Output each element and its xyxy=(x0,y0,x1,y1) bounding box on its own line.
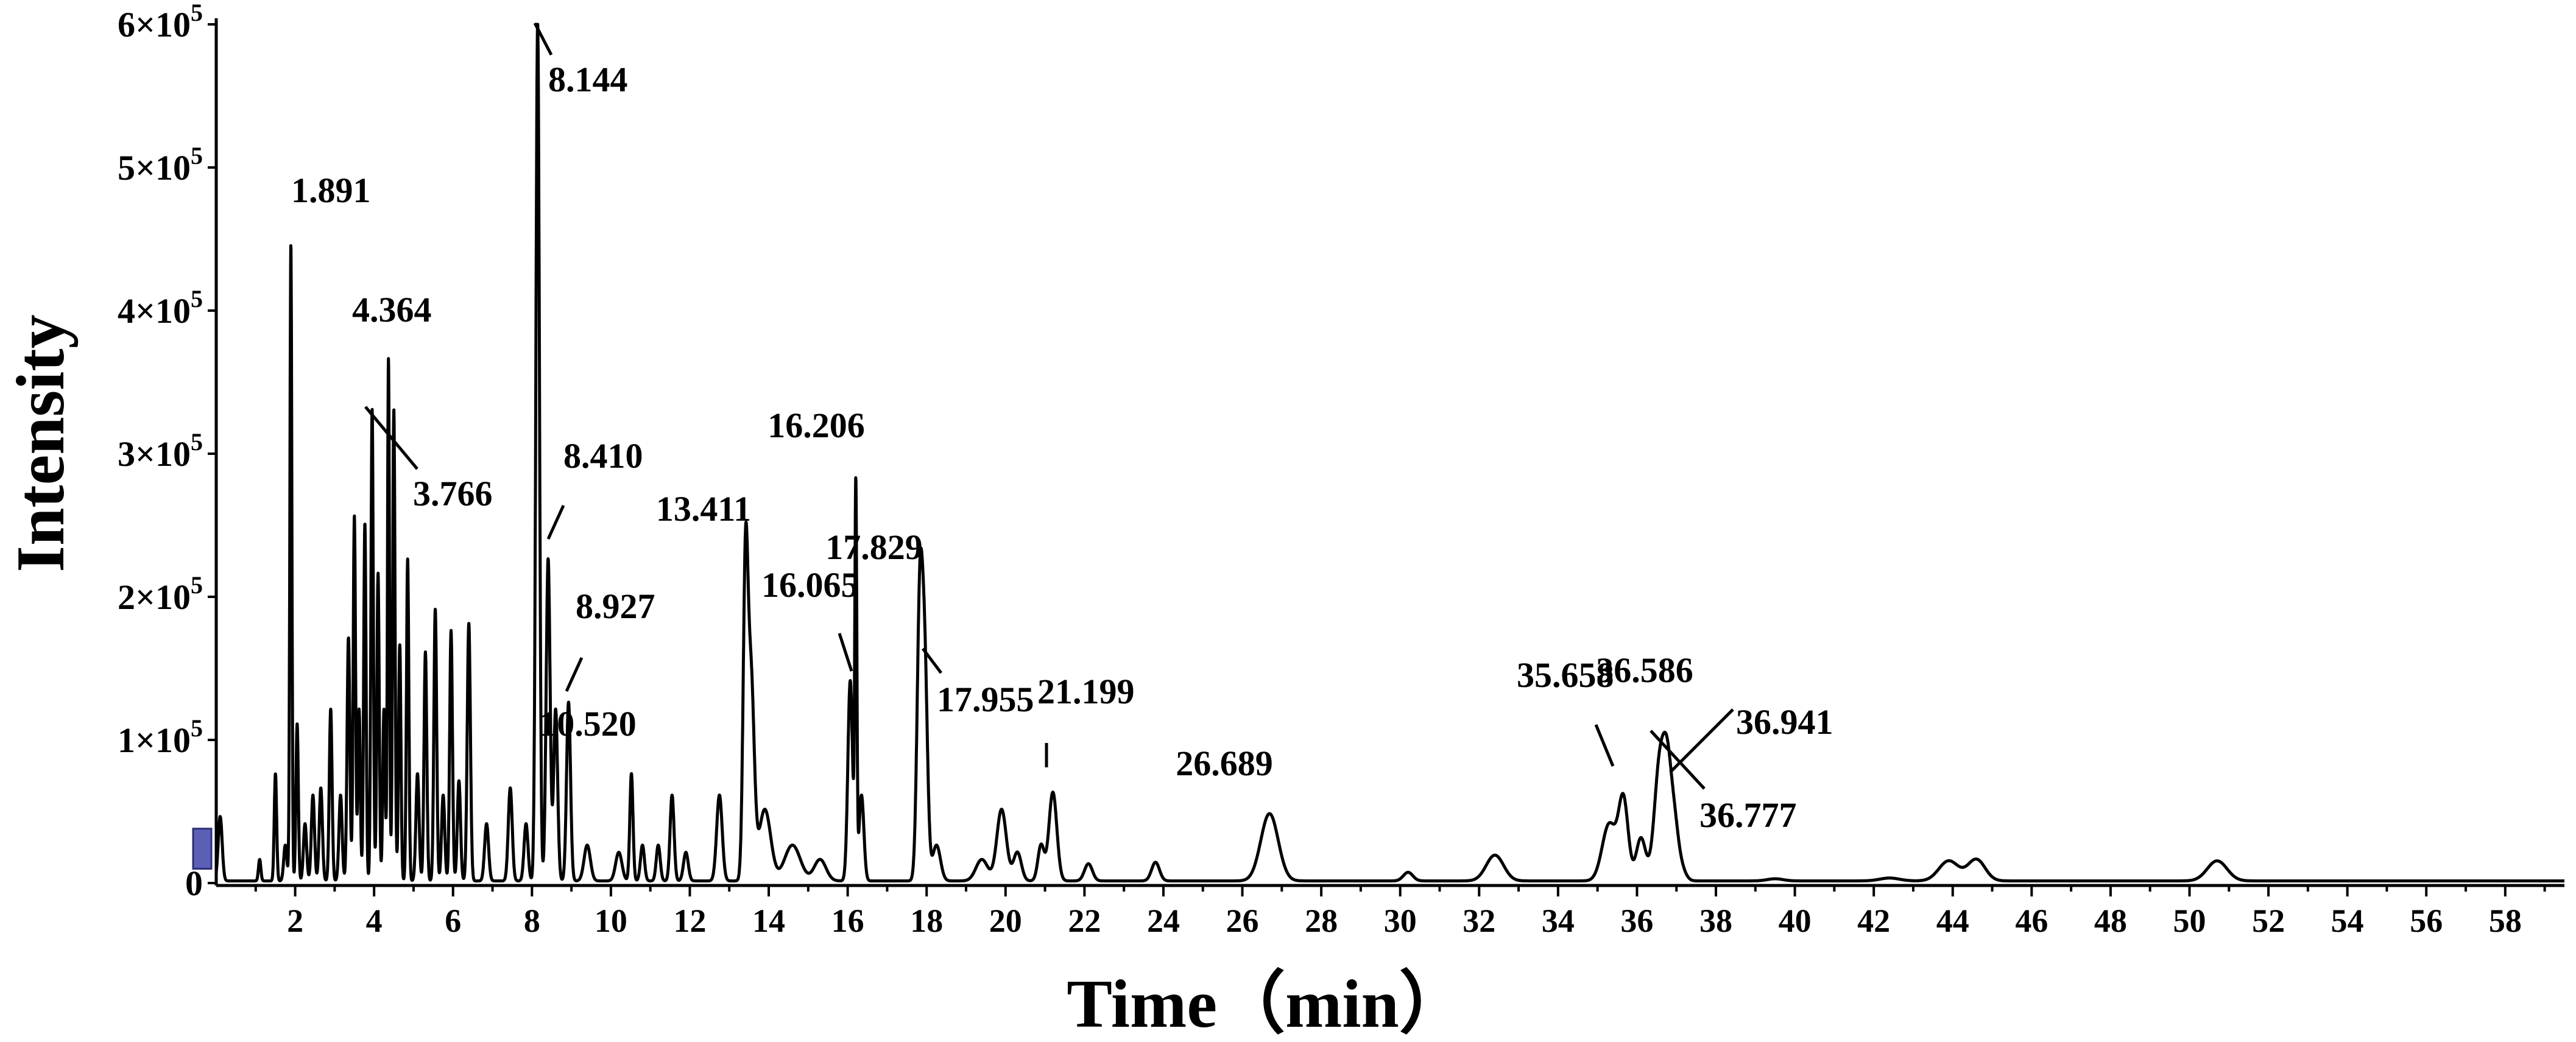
peak-label: 8.927 xyxy=(576,586,655,626)
peak-label: 1.891 xyxy=(291,171,371,210)
x-tick-label: 50 xyxy=(2173,903,2206,939)
x-tick-label: 42 xyxy=(1857,903,1890,939)
x-tick-label: 38 xyxy=(1699,903,1732,939)
chromatogram-trace xyxy=(214,23,2566,882)
x-tick-label: 56 xyxy=(2410,903,2443,939)
peak-label: 26.689 xyxy=(1176,744,1273,783)
peak-label: 8.410 xyxy=(563,436,643,476)
peak-leader-line xyxy=(838,633,853,672)
x-tick-label: 54 xyxy=(2331,903,2364,939)
x-tick-label: 22 xyxy=(1068,903,1101,939)
y-ticks-group: 0 1×105 2×105 3×105 4×105 5×105 6×105 xyxy=(118,0,216,903)
y-tick-label: 0 xyxy=(185,864,203,903)
chromatogram-trace-group xyxy=(192,23,2566,882)
peak-label: 36.586 xyxy=(1596,650,1693,690)
peak-label: 10.520 xyxy=(539,704,637,744)
x-tick-label: 2 xyxy=(287,903,303,939)
peak-label: 17.955 xyxy=(937,680,1034,719)
x-tick-label: 40 xyxy=(1779,903,1812,939)
x-tick-label: 52 xyxy=(2252,903,2285,939)
y-tick-label: 3×105 xyxy=(118,428,203,474)
peak-leader-line xyxy=(1669,708,1734,773)
x-tick-label: 4 xyxy=(366,903,383,939)
x-tick-label: 12 xyxy=(673,903,706,939)
peak-label: 36.941 xyxy=(1736,702,1833,742)
peak-leader-line xyxy=(546,504,565,540)
peak-label: 17.829 xyxy=(825,527,923,567)
peak-label: 13.411 xyxy=(656,489,751,529)
x-axis-label: Time（min） xyxy=(1067,966,1467,1042)
x-tick-label: 24 xyxy=(1147,903,1180,939)
peak-label: 35.658 xyxy=(1517,655,1614,695)
y-axis-label: Intensity xyxy=(3,314,79,572)
peak-label: 36.777 xyxy=(1699,795,1797,835)
peak-leader-line xyxy=(922,647,942,674)
peak-label: 21.199 xyxy=(1037,672,1135,711)
peak-leader-line xyxy=(364,406,418,470)
peak-leader-line xyxy=(565,657,584,692)
peak-label: 16.206 xyxy=(768,406,865,445)
x-tick-label: 36 xyxy=(1620,903,1653,939)
x-tick-label: 8 xyxy=(524,903,540,939)
peak-label: 3.766 xyxy=(413,474,493,513)
x-tick-label: 16 xyxy=(831,903,864,939)
x-ticks-group: 2 4 6 8 10 12 14 16 18 20 22 24 26 28 30 32 34 36 38 40 42 44… xyxy=(254,885,2546,939)
peak-label: 8.144 xyxy=(548,60,628,99)
x-tick-label: 10 xyxy=(595,903,627,939)
x-tick-label: 46 xyxy=(2015,903,2048,939)
y-tick-label: 2×105 xyxy=(118,571,203,617)
peak-leader-line xyxy=(1594,724,1615,767)
y-tick-label: 1×105 xyxy=(118,714,203,760)
x-tick-label: 30 xyxy=(1384,903,1417,939)
x-tick-label: 6 xyxy=(445,903,461,939)
x-tick-label: 20 xyxy=(989,903,1022,939)
peak-leader-line xyxy=(533,22,553,56)
x-tick-label: 26 xyxy=(1226,903,1259,939)
x-tick-label: 58 xyxy=(2489,903,2522,939)
peak-labels-group: 1.891 3.766 4.364 8.144 8.410 8.927 10.520 13.4… xyxy=(291,22,1833,835)
peak-label: 4.364 xyxy=(352,290,432,329)
y-tick-label: 4×105 xyxy=(118,285,203,331)
x-tick-label: 28 xyxy=(1305,903,1338,939)
y-tick-label: 6×105 xyxy=(118,0,203,44)
x-tick-label: 18 xyxy=(910,903,943,939)
solvent-front-marker xyxy=(192,828,213,870)
x-tick-label: 48 xyxy=(2094,903,2127,939)
x-tick-label: 34 xyxy=(1542,903,1575,939)
x-tick-label: 44 xyxy=(1936,903,1969,939)
x-tick-label: 14 xyxy=(752,903,785,939)
peak-leader-line xyxy=(1650,730,1706,790)
y-tick-label: 5×105 xyxy=(118,142,203,188)
peak-label: 16.065 xyxy=(761,565,859,605)
x-tick-label: 32 xyxy=(1463,903,1495,939)
